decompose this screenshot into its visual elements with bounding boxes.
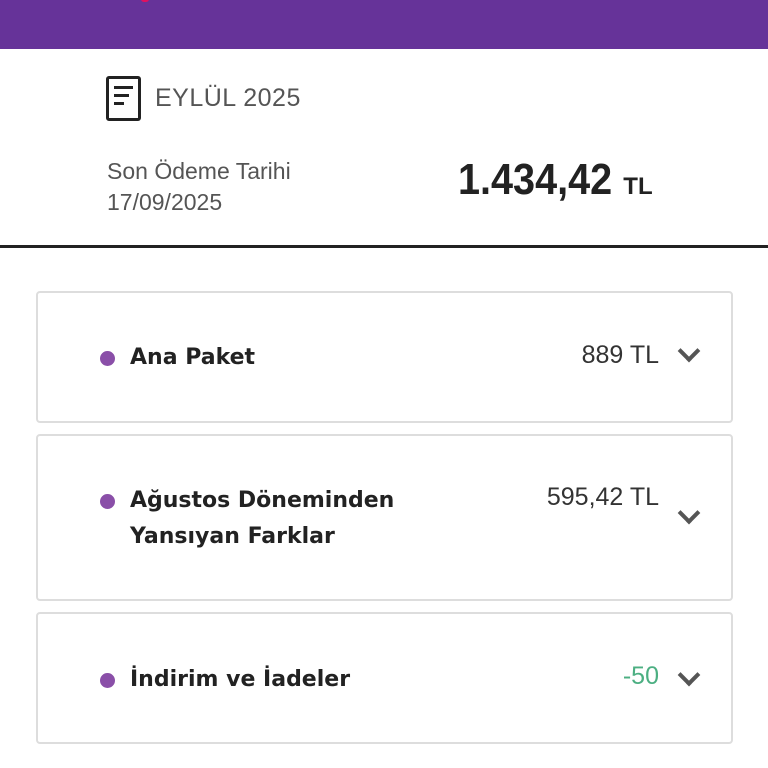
line-item-ana-paket[interactable]: Ana Paket 889 TL	[36, 291, 733, 423]
notification-mark	[141, 0, 149, 2]
item-label: Ağustos Döneminden Yansıyan Farklar	[130, 488, 395, 549]
item-value: -50	[622, 662, 659, 690]
top-bar	[0, 0, 768, 49]
line-item-agustos-farklar[interactable]: Ağustos Döneminden Yansıyan Farklar 595,…	[36, 434, 733, 601]
total-currency: TL	[623, 173, 653, 200]
bullet-icon	[100, 351, 115, 366]
bill-period: EYLÜL 2025	[106, 76, 301, 121]
bullet-icon	[100, 494, 115, 509]
item-value: 595,42 TL	[546, 483, 659, 511]
line-item-indirim-iadeler[interactable]: İndirim ve İadeler -50	[36, 612, 733, 744]
bill-summary	[0, 49, 768, 248]
item-label: İndirim ve İadeler	[130, 667, 351, 692]
total-value: 1.434,42	[458, 155, 613, 204]
item-value: 889 TL	[581, 341, 659, 369]
due-date-block: Son Ödeme Tarihi 17/09/2025	[107, 156, 291, 218]
total-amount: 1.434,42 TL	[458, 155, 653, 205]
chevron-down-icon[interactable]	[677, 339, 701, 363]
due-label: Son Ödeme Tarihi	[107, 158, 291, 184]
chevron-down-icon[interactable]	[677, 501, 701, 525]
due-date: 17/09/2025	[107, 189, 223, 215]
document-icon	[106, 76, 141, 121]
period-label: EYLÜL 2025	[155, 84, 301, 112]
bullet-icon	[100, 673, 115, 688]
item-label: Ana Paket	[130, 345, 256, 370]
chevron-down-icon[interactable]	[677, 663, 701, 687]
